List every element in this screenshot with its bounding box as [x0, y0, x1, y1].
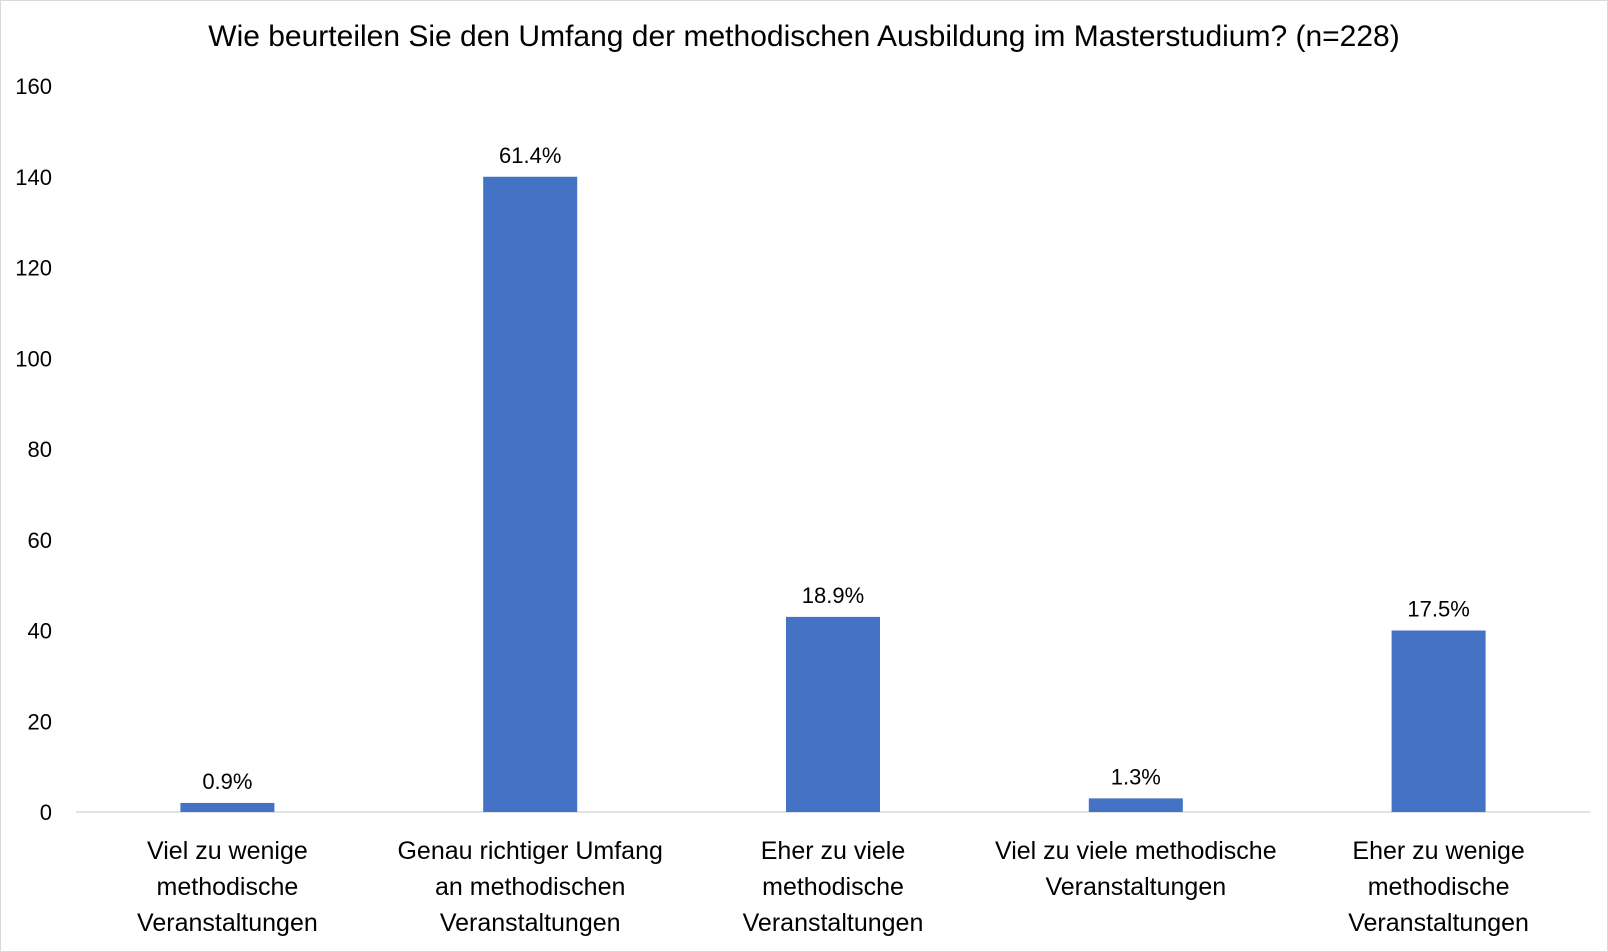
x-category-label-line: methodische — [762, 873, 904, 901]
x-category-label-line: Viel zu wenige — [147, 837, 308, 865]
data-label: 17.5% — [1407, 597, 1469, 622]
y-tick-label: 100 — [15, 346, 52, 371]
x-axis: Viel zu wenige methodische Veranstaltungen… — [137, 837, 1529, 937]
bar — [180, 802, 275, 812]
y-tick-label: 20 — [28, 709, 52, 734]
bar — [1391, 630, 1486, 812]
bars — [180, 176, 1486, 812]
x-category-label-line: Viel zu viele methodische — [995, 837, 1277, 865]
y-tick-label: 160 — [15, 74, 52, 99]
bar — [786, 616, 880, 812]
x-category-label-line: Veranstaltungen — [1348, 909, 1529, 937]
data-label: 1.3% — [1111, 764, 1161, 789]
data-labels: 0.9% 61.4% 18.9% 1.3% 17.5% — [202, 143, 1469, 794]
x-category-label-line: methodische — [1368, 873, 1510, 901]
y-axis: 0 20 40 60 80 100 120 140 160 — [15, 74, 52, 825]
x-category-label-line: Veranstaltungen — [440, 909, 621, 937]
y-tick-label: 120 — [15, 256, 52, 281]
x-category-label-line: Veranstaltungen — [1045, 873, 1226, 901]
x-category-label-line: an methodischen — [435, 873, 625, 901]
y-tick-label: 0 — [40, 800, 52, 825]
bar — [1088, 798, 1183, 812]
x-category-label-line: methodische — [157, 873, 299, 901]
x-category-label-line: Eher zu viele — [761, 837, 906, 865]
y-tick-label: 60 — [28, 528, 52, 553]
x-category-label: Viel zu viele methodische Veranstaltungen — [995, 837, 1277, 901]
x-category-label: Eher zu wenige methodische Veranstaltungen — [1348, 837, 1529, 937]
y-tick-label: 40 — [28, 619, 52, 644]
y-tick-label: 80 — [28, 437, 52, 462]
x-category-label-line: Genau richtiger Umfang — [397, 837, 662, 865]
bar — [483, 176, 578, 812]
x-category-label: Viel zu wenige methodische Veranstaltungen — [137, 837, 318, 937]
data-label: 61.4% — [499, 143, 561, 168]
x-category-label: Genau richtiger Umfang an methodischen Ver… — [397, 837, 662, 937]
data-label: 18.9% — [802, 583, 864, 608]
chart-title: Wie beurteilen Sie den Umfang der method… — [208, 20, 1400, 53]
x-category-label-line: Veranstaltungen — [137, 909, 318, 937]
y-tick-label: 140 — [15, 165, 52, 190]
data-label: 0.9% — [202, 769, 252, 794]
x-category-label: Eher zu viele methodische Veranstaltungen — [743, 837, 924, 937]
x-category-label-line: Eher zu wenige — [1352, 837, 1524, 865]
x-category-label-line: Veranstaltungen — [743, 909, 924, 937]
